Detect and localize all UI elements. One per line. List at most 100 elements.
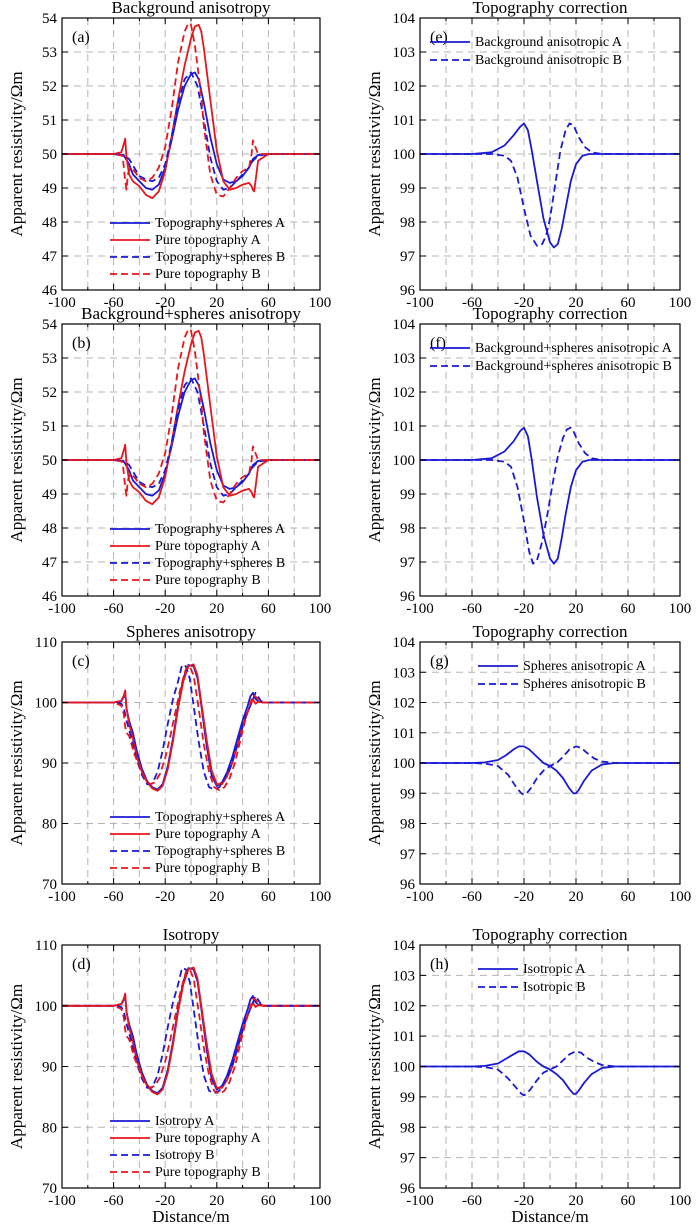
- x-tick-label: -60: [104, 889, 124, 905]
- y-tick-label: 96: [400, 877, 416, 893]
- x-tick-label: 20: [209, 1193, 224, 1209]
- series-group: [420, 426, 680, 565]
- y-tick-label: 98: [400, 215, 415, 231]
- chart-title: Topography correction: [472, 925, 628, 944]
- y-tick-label: 70: [42, 877, 57, 893]
- legend-label-3: Topography+spheres B: [155, 844, 285, 859]
- x-tick-label: -20: [514, 889, 534, 905]
- legend-label-1: Spheres anisotropic A: [523, 659, 647, 674]
- y-tick-label: 110: [35, 635, 57, 651]
- y-tick-label: 99: [400, 487, 415, 503]
- x-tick-label: -100: [48, 889, 76, 905]
- y-tick-label: 53: [42, 351, 57, 367]
- chart-panel-b: -100 -60 -20 20 60 100 46 47 48 49 50 51 52 53 54 Backg…: [7, 304, 331, 617]
- legend-label-3: Topography+spheres B: [155, 250, 285, 265]
- y-tick-label: 96: [400, 1181, 416, 1197]
- y-tick-label: 50: [42, 453, 57, 469]
- chart-title: Topography correction: [472, 304, 628, 323]
- legend-label-2: Pure topography A: [155, 539, 262, 554]
- y-tick-label: 99: [400, 181, 415, 197]
- series-group: [62, 663, 320, 792]
- y-tick-label: 54: [42, 11, 58, 27]
- series-line-1: [420, 745, 680, 795]
- x-tick-label: 100: [309, 1193, 332, 1209]
- x-tick-label: -20: [514, 1193, 534, 1209]
- y-tick-label: 110: [35, 938, 57, 954]
- series-line-4: [62, 328, 320, 504]
- y-axis-label: Apparent resistivity/Ωm: [7, 377, 26, 542]
- series-line-3: [62, 967, 320, 1095]
- y-tick-label: 48: [42, 521, 57, 537]
- series-line-1: [62, 71, 320, 191]
- legend-label-4: Pure topography B: [155, 1165, 261, 1180]
- chart-title: Isotropy: [163, 925, 220, 944]
- x-tick-label: 100: [309, 295, 332, 311]
- y-tick-label: 98: [400, 521, 415, 537]
- x-tick-label: -60: [462, 889, 482, 905]
- y-tick-label: 80: [42, 1120, 57, 1136]
- y-tick-label: 96: [400, 283, 416, 299]
- chart-panel-f: -100 -60 -20 20 60 100 96 97 98 99 100 101 102 103 104…: [365, 304, 691, 617]
- x-tick-label: -20: [514, 295, 534, 311]
- chart-panel-h: -100 -60 -20 20 60 100 96 97 98 99 100 101 102 103 104…: [365, 925, 691, 1226]
- panel-label: (e): [430, 29, 448, 46]
- series-group: [62, 966, 320, 1096]
- legend-label-2: Background+spheres anisotropic B: [475, 359, 672, 374]
- legend: Isotropic A Isotropic B: [478, 962, 586, 995]
- panel-label: (a): [72, 29, 90, 46]
- y-tick-label: 51: [42, 419, 57, 435]
- x-tick-label: 100: [309, 601, 332, 617]
- x-tick-label: -60: [462, 601, 482, 617]
- y-tick-label: 104: [393, 938, 416, 954]
- legend-label-1: Topography+spheres A: [155, 522, 286, 537]
- x-tick-label: -60: [104, 601, 124, 617]
- chart-title: Background+spheres anisotropy: [81, 304, 301, 323]
- y-axis-label: Apparent resistivity/Ωm: [365, 680, 384, 845]
- panel-label: (g): [430, 653, 449, 670]
- y-tick-label: 90: [42, 1060, 57, 1076]
- x-tick-label: 100: [669, 295, 692, 311]
- chart-title: Background anisotropy: [111, 0, 271, 17]
- legend-label-4: Pure topography B: [155, 861, 261, 876]
- x-tick-label: -100: [48, 1193, 76, 1209]
- y-tick-label: 102: [393, 999, 416, 1015]
- x-tick-label: -100: [406, 601, 434, 617]
- legend-label-1: Topography+spheres A: [155, 216, 286, 231]
- legend: Background+spheres anisotropic A Backgrou…: [430, 341, 673, 374]
- chart-title: Topography correction: [472, 622, 628, 641]
- legend-label-4: Pure topography B: [155, 267, 261, 282]
- y-tick-label: 103: [393, 968, 416, 984]
- y-tick-label: 97: [400, 1151, 416, 1167]
- y-tick-label: 102: [393, 696, 416, 712]
- legend-label-4: Pure topography B: [155, 573, 261, 588]
- series-line-2: [420, 426, 680, 565]
- y-tick-label: 97: [400, 249, 416, 265]
- y-axis-label: Apparent resistivity/Ωm: [7, 71, 26, 236]
- chart-panel-a: -100 -60 -20 20 60 100 46 47 48 49 50 51 52 53 54 Backg…: [7, 0, 331, 311]
- series-line-1: [420, 122, 680, 249]
- y-tick-label: 51: [42, 113, 57, 129]
- panel-label: (d): [72, 956, 91, 973]
- x-tick-label: -60: [462, 295, 482, 311]
- chart-title: Spheres anisotropy: [126, 622, 256, 641]
- y-tick-label: 98: [400, 817, 415, 833]
- y-tick-label: 101: [393, 1029, 416, 1045]
- legend-label-1: Topography+spheres A: [155, 810, 286, 825]
- x-tick-label: 100: [669, 889, 692, 905]
- series-line-4: [62, 968, 320, 1095]
- y-axis-label: Apparent resistivity/Ωm: [365, 71, 384, 236]
- series-line-1: [420, 1050, 680, 1095]
- x-tick-label: -100: [406, 1193, 434, 1209]
- x-tick-label: 20: [569, 889, 584, 905]
- y-tick-label: 47: [42, 555, 58, 571]
- y-tick-label: 102: [393, 385, 416, 401]
- y-axis-label: Apparent resistivity/Ωm: [365, 984, 384, 1149]
- x-axis-label: Distance/m: [152, 1207, 229, 1226]
- x-tick-label: -60: [104, 295, 124, 311]
- legend: Isotropy A Pure topography A Isotropy B Pur…: [110, 1114, 262, 1180]
- x-tick-label: -20: [155, 601, 175, 617]
- x-tick-label: 20: [209, 295, 224, 311]
- legend-label-2: Pure topography A: [155, 1131, 262, 1146]
- x-tick-label: -100: [406, 295, 434, 311]
- x-tick-label: -60: [104, 1193, 124, 1209]
